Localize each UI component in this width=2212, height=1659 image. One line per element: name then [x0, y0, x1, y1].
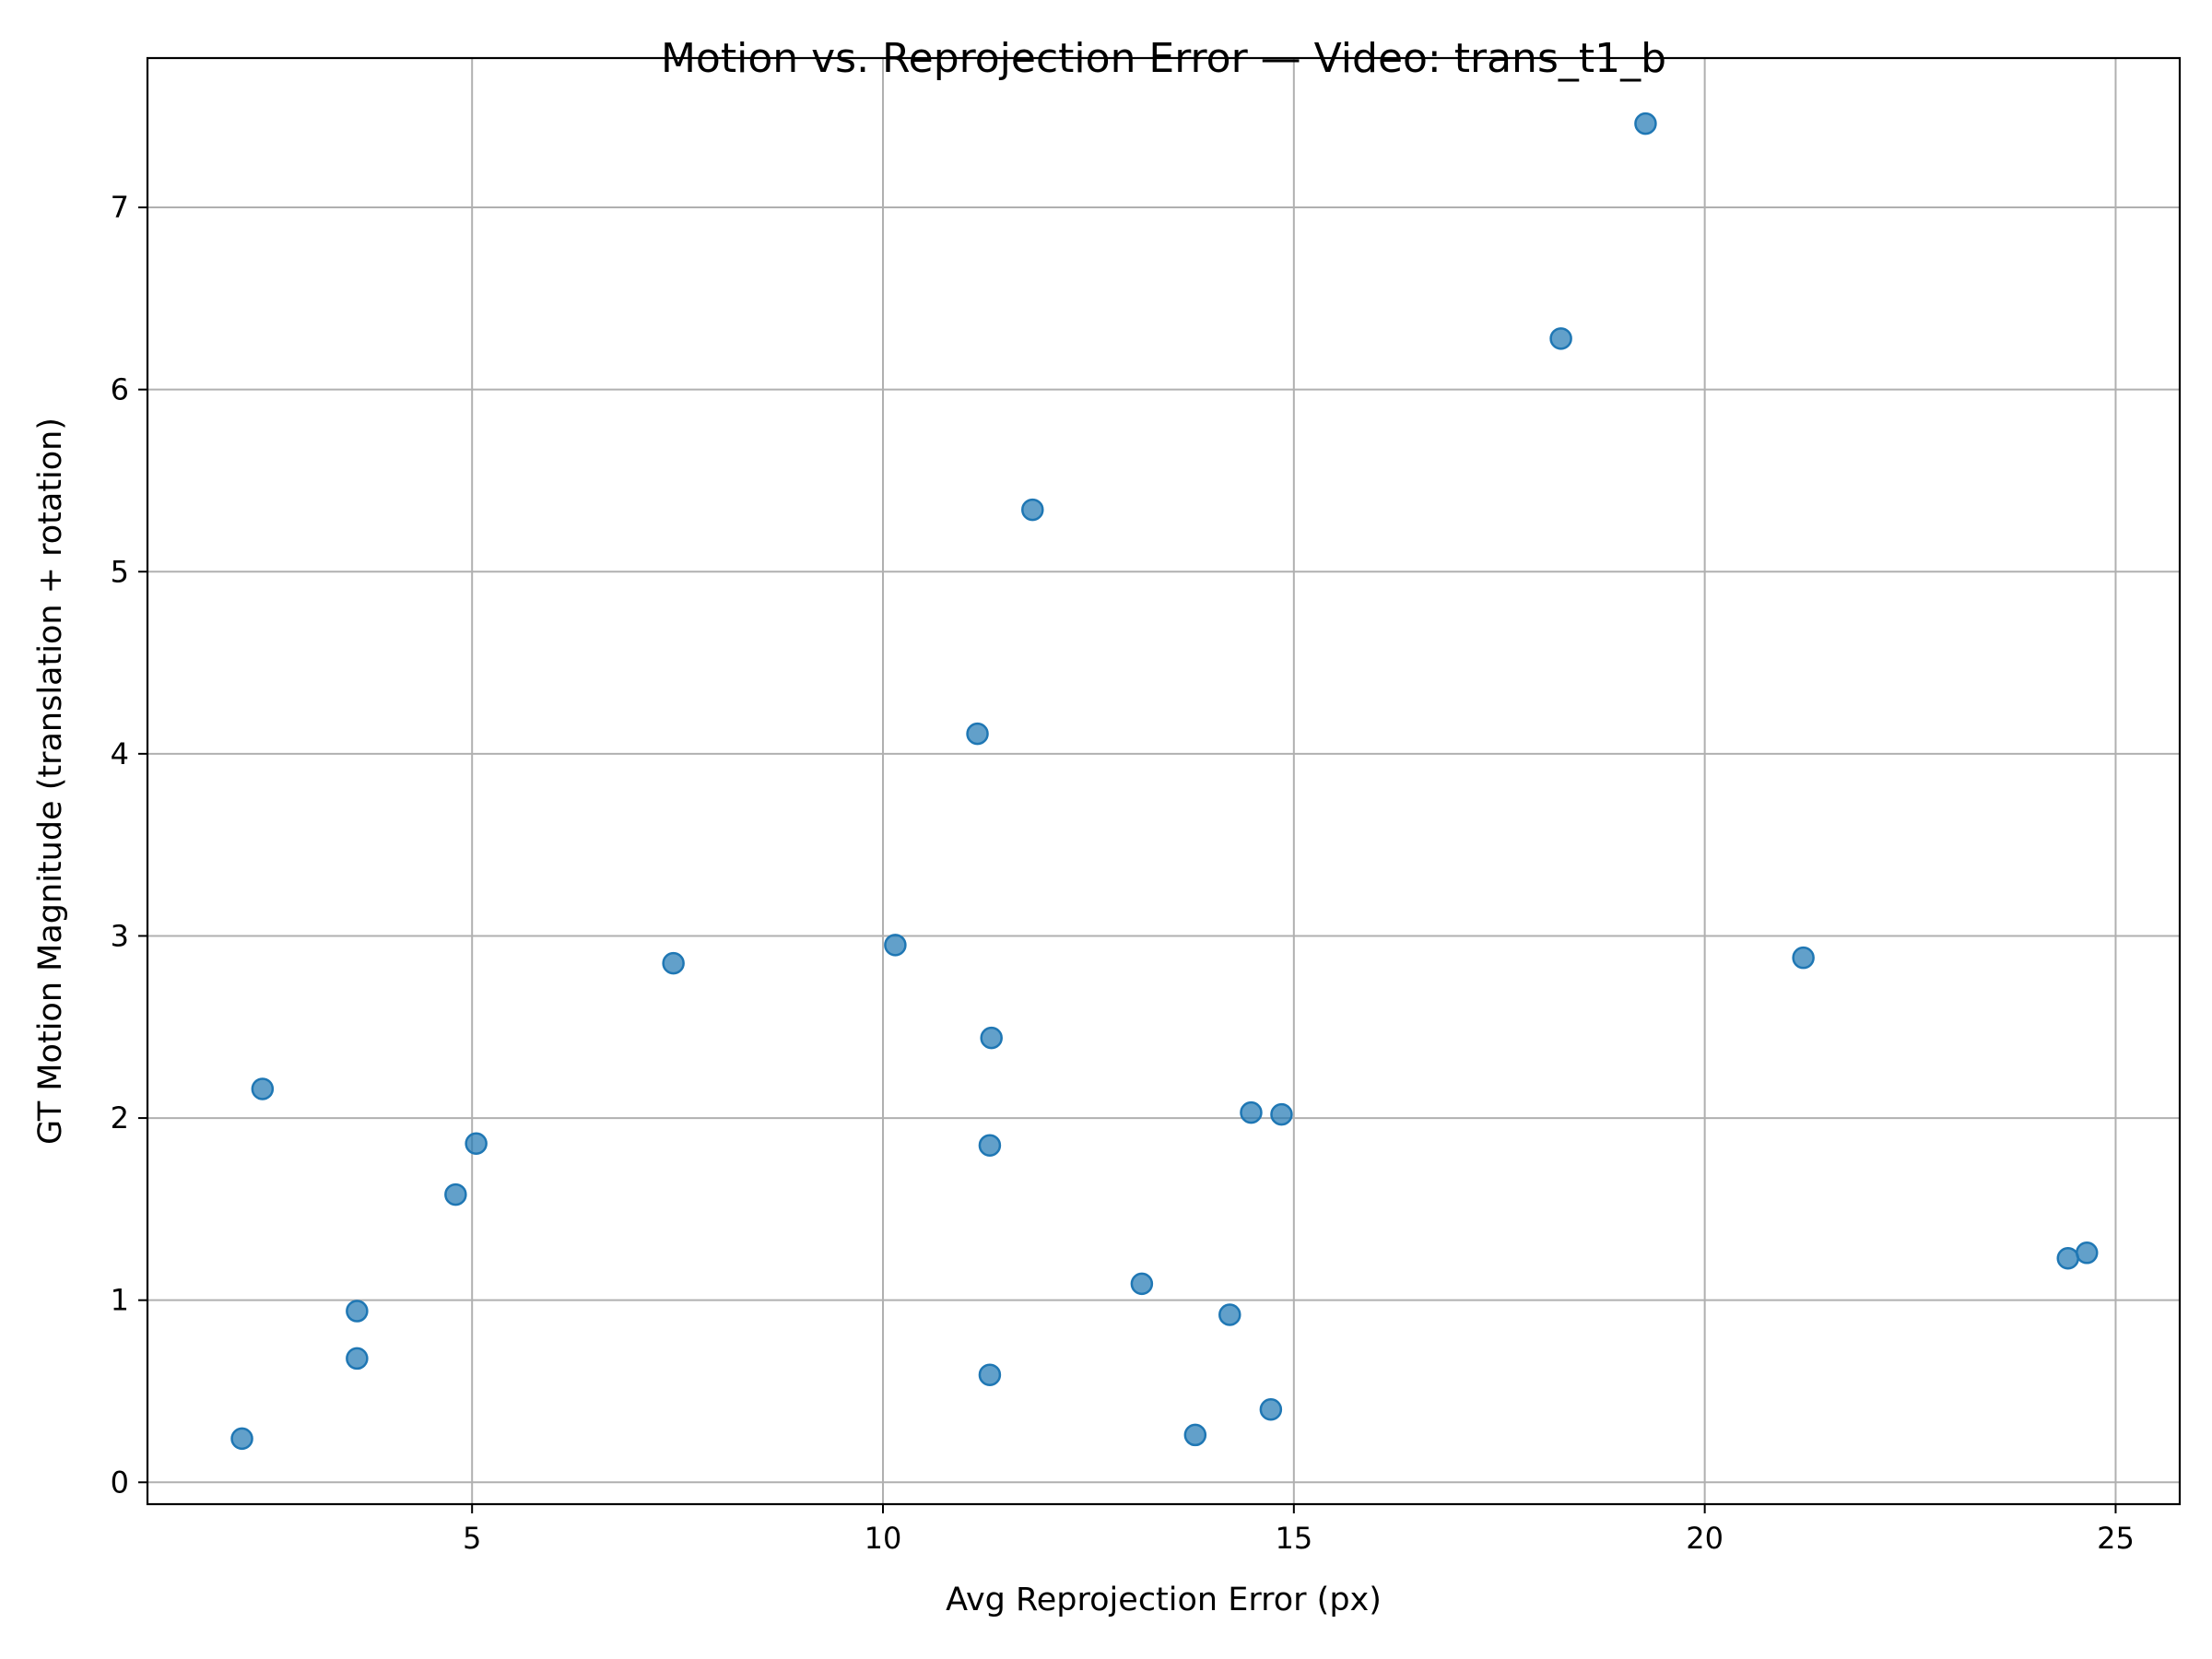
data-point — [1183, 1423, 1207, 1447]
y-tick-label: 3 — [111, 918, 129, 953]
data-point — [980, 1026, 1003, 1050]
x-tick-label: 15 — [1275, 1521, 1312, 1556]
grid-lines — [147, 58, 2180, 1504]
data-point — [465, 1132, 488, 1155]
y-tick-label: 1 — [111, 1283, 129, 1318]
data-point — [1634, 112, 1657, 135]
data-point — [346, 1300, 369, 1323]
data-point — [662, 951, 685, 975]
data-point — [1240, 1100, 1263, 1124]
data-point — [978, 1363, 1002, 1386]
x-tick-label: 20 — [1686, 1521, 1724, 1556]
axis-ticks: 5 10 15 20 25 0 1 2 3 4 5 6 7 — [111, 190, 2135, 1556]
data-point — [2075, 1241, 2099, 1265]
data-point — [1130, 1272, 1154, 1296]
data-point — [1549, 327, 1572, 350]
y-tick-label: 5 — [111, 554, 129, 589]
data-point — [1270, 1102, 1293, 1126]
x-tick-label: 5 — [463, 1521, 481, 1556]
data-point — [978, 1134, 1002, 1157]
chart-title: Motion vs. Reprojection Error — Video: t… — [661, 35, 1666, 82]
data-point — [444, 1182, 467, 1206]
data-point — [966, 722, 989, 746]
data-point — [346, 1347, 369, 1371]
data-point — [230, 1427, 253, 1451]
data-point — [1218, 1303, 1241, 1326]
data-point — [251, 1077, 275, 1100]
y-tick-label: 4 — [111, 736, 129, 771]
x-tick-label: 25 — [2097, 1521, 2135, 1556]
y-tick-label: 6 — [111, 372, 129, 407]
x-tick-label: 10 — [865, 1521, 902, 1556]
data-point — [1792, 946, 1815, 970]
y-tick-label: 0 — [111, 1465, 129, 1500]
data-point — [1259, 1397, 1283, 1421]
data-point — [2056, 1246, 2079, 1270]
y-axis-label: GT Motion Magnitude (translation + rotat… — [32, 418, 69, 1145]
data-point — [1021, 498, 1044, 522]
x-axis-label: Avg Reprojection Error (px) — [946, 1582, 1382, 1618]
y-tick-label: 7 — [111, 190, 129, 225]
data-point — [884, 934, 907, 957]
data-points — [230, 112, 2099, 1451]
plot-area-frame — [146, 56, 2182, 1506]
y-tick-label: 2 — [111, 1100, 129, 1135]
